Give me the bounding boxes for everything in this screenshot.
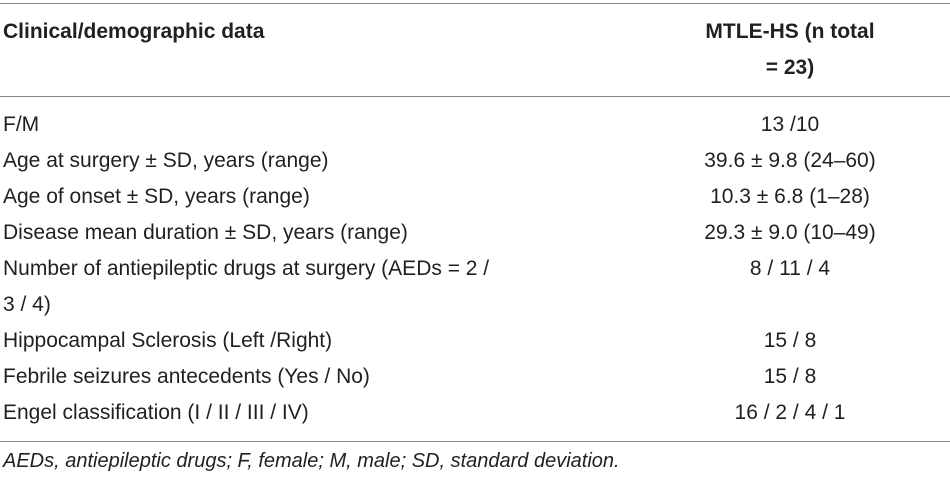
header-cell: MTLE-HS (n total = 23) — [630, 3, 950, 97]
row-label: Age at surgery ± SD, years (range) — [0, 143, 630, 179]
table-row: Engel classification (I / II / III / IV)… — [0, 395, 950, 442]
cell-text: Age at surgery ± SD, years (range) — [3, 149, 329, 172]
table-row: F/M 13 /10 — [0, 97, 950, 144]
row-value: 15 / 8 — [630, 359, 950, 395]
row-label: Age of onset ± SD, years (range) — [0, 179, 630, 215]
cell-text: Febrile seizures antecedents (Yes / No) — [3, 365, 370, 388]
cell-text: Age of onset ± SD, years (range) — [3, 185, 310, 208]
cell-text: F/M — [3, 113, 40, 136]
table-row: Age of onset ± SD, years (range) 10.3 ± 6… — [0, 179, 950, 215]
row-value: 8 / 11 / 4 — [630, 251, 950, 323]
cell-text: 13 /10 — [760, 113, 820, 136]
row-value: 10.3 ± 6.8 (1–28) — [630, 179, 950, 215]
row-label: Hippocampal Sclerosis (Left /Right) — [0, 323, 630, 359]
row-value: 16 / 2 / 4 / 1 — [630, 395, 950, 442]
table-row: Febrile seizures antecedents (Yes / No) 1… — [0, 359, 950, 395]
header-text: MTLE-HS (n total = 23) — [705, 20, 875, 79]
cell-text: 16 / 2 / 4 / 1 — [734, 401, 846, 424]
row-label: Disease mean duration ± SD, years (range… — [0, 215, 630, 251]
row-label: F/M — [0, 97, 630, 144]
table-row: Disease mean duration ± SD, years (range… — [0, 215, 950, 251]
cell-text: Engel classification (I / II / III / IV) — [3, 401, 309, 424]
cell-text: 29.3 ± 9.0 (10–49) — [704, 221, 876, 244]
cell-text: 8 / 11 / 4 — [749, 257, 831, 280]
table-row: Hippocampal Sclerosis (Left /Right) 15 / … — [0, 323, 950, 359]
header-cell: Clinical/demographic data — [0, 3, 630, 97]
cell-text: Number of antiepileptic drugs at surgery… — [3, 257, 490, 316]
row-value: 13 /10 — [630, 97, 950, 144]
cell-text: Hippocampal Sclerosis (Left /Right) — [3, 329, 333, 352]
cell-text: Disease mean duration ± SD, years (range… — [3, 221, 408, 244]
cell-text: 10.3 ± 6.8 (1–28) — [710, 185, 870, 208]
cell-text: 39.6 ± 9.8 (24–60) — [704, 149, 876, 172]
row-label: Febrile seizures antecedents (Yes / No) — [0, 359, 630, 395]
cell-text: 15 / 8 — [763, 329, 817, 352]
table-row: Number of antiepileptic drugs at surgery… — [0, 251, 950, 323]
row-label: Number of antiepileptic drugs at surgery… — [0, 251, 630, 323]
footnote: AEDs, antiepileptic drugs; F, female; M,… — [3, 450, 620, 472]
row-value: 15 / 8 — [630, 323, 950, 359]
table-row: Age at surgery ± SD, years (range) 39.6 ±… — [0, 143, 950, 179]
header-row: Clinical/demographic data MTLE-HS (n tot… — [0, 3, 950, 97]
cell-text: 15 / 8 — [763, 365, 817, 388]
row-label: Engel classification (I / II / III / IV) — [0, 395, 630, 442]
row-value: 39.6 ± 9.8 (24–60) — [630, 143, 950, 179]
row-value: 29.3 ± 9.0 (10–49) — [630, 215, 950, 251]
data-table: Clinical/demographic data MTLE-HS (n tot… — [0, 3, 950, 442]
